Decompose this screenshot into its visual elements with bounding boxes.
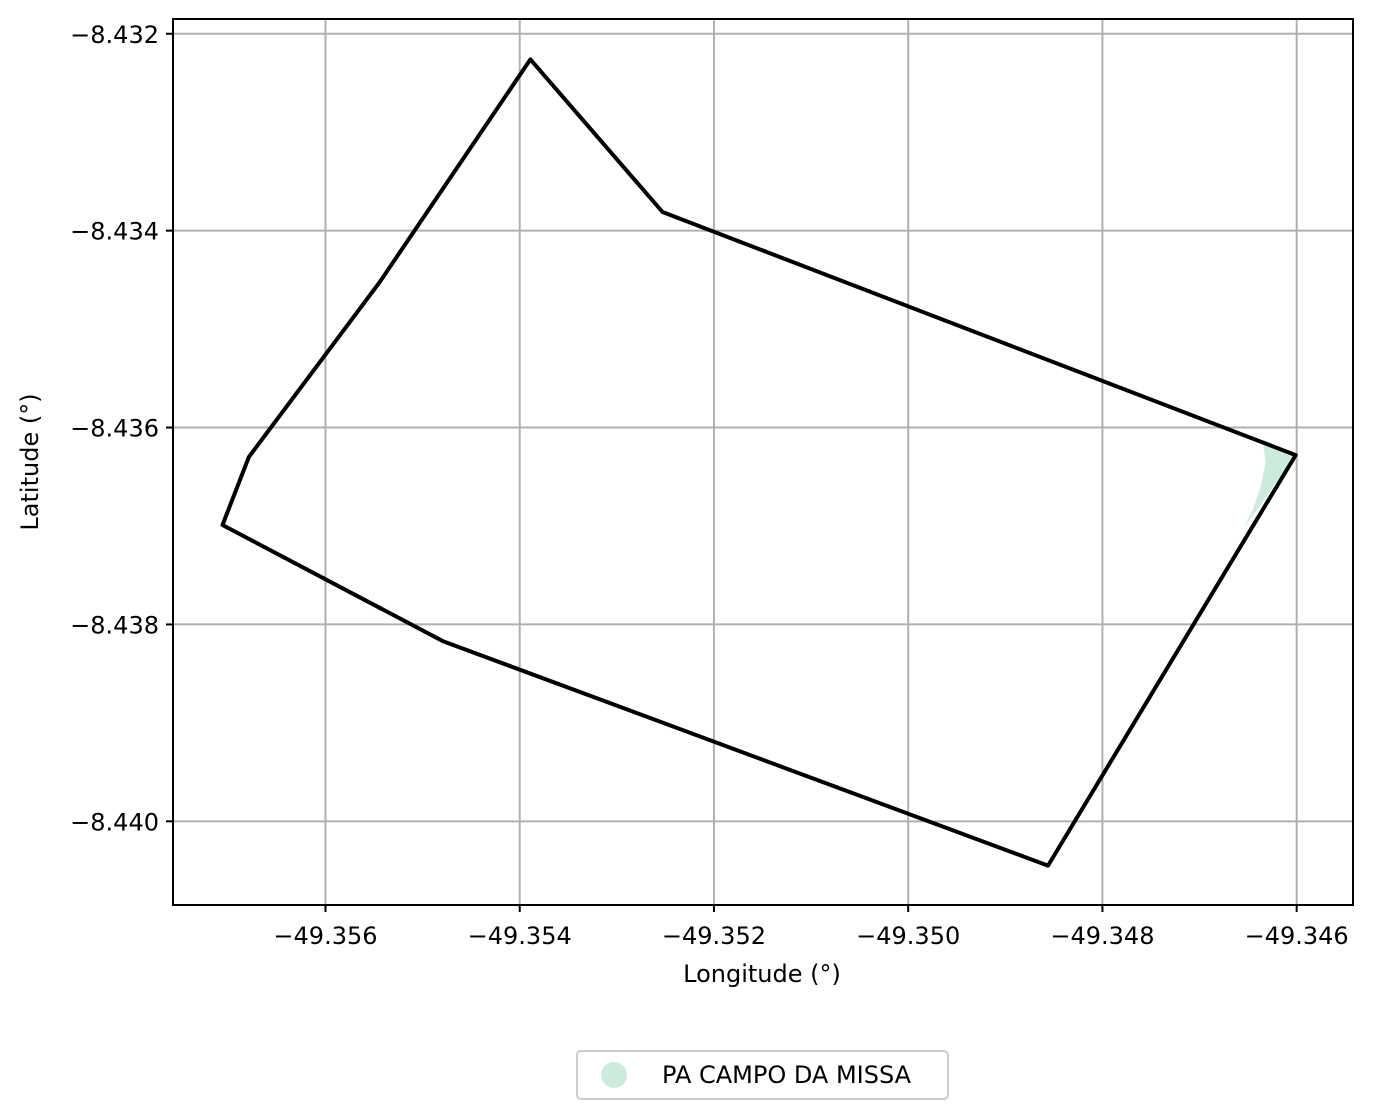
- y-tick-label: −8.438: [70, 611, 159, 639]
- legend-box: [576, 1050, 949, 1100]
- x-axis-label: Longitude (°): [683, 960, 841, 988]
- x-tick-label: −49.346: [1245, 922, 1349, 950]
- pa-campo-da-missa-area: [1243, 439, 1296, 529]
- x-tick-label: −49.356: [273, 922, 377, 950]
- legend-label: PA CAMPO DA MISSA: [662, 1061, 912, 1089]
- plot-frame: [172, 18, 1354, 906]
- x-tick-label: −49.348: [1050, 922, 1154, 950]
- y-ticks: −8.432 −8.434 −8.436 −8.438 −8.440: [70, 21, 173, 836]
- y-tick-label: −8.440: [70, 808, 159, 836]
- x-tick-label: −49.350: [856, 922, 960, 950]
- plot-area: [172, 18, 1354, 906]
- x-ticks: −49.356 −49.354 −49.352 −49.350 −49.348 −49.3…: [273, 905, 1349, 950]
- y-tick-label: −8.432: [70, 21, 159, 49]
- plot-background: [173, 19, 1353, 905]
- legend-marker: [601, 1062, 627, 1088]
- y-tick-label: −8.436: [70, 415, 159, 443]
- x-tick-label: −49.354: [468, 922, 572, 950]
- legend: PA CAMPO DA MISSA: [576, 1050, 949, 1100]
- grid-lines: [173, 19, 1353, 905]
- x-tick-label: −49.352: [662, 922, 766, 950]
- shapes: [220, 57, 1298, 868]
- boundary-polygon: [220, 57, 1298, 868]
- y-tick-label: −8.434: [70, 218, 159, 246]
- y-axis-label: Latitude (°): [16, 393, 44, 530]
